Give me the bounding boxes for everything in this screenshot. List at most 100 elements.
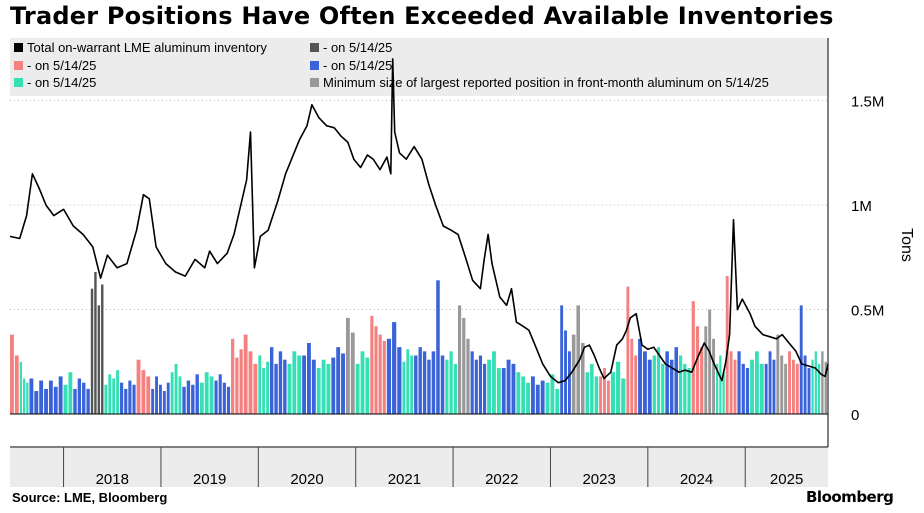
position-bar	[745, 368, 750, 414]
position-bar	[750, 359, 754, 414]
x-tick-label: 2024	[680, 471, 713, 488]
position-bar	[311, 359, 316, 414]
x-tick-label: 2021	[388, 471, 421, 488]
position-bar	[621, 378, 626, 414]
position-bar	[53, 386, 58, 414]
position-bar	[665, 351, 669, 414]
position-bar	[780, 355, 784, 414]
position-bar	[511, 363, 516, 414]
position-bar	[555, 388, 560, 414]
position-bar	[719, 355, 722, 414]
position-bar	[270, 347, 274, 414]
y-tick-label: 1M	[851, 198, 872, 215]
position-bar	[151, 388, 155, 414]
x-tick-label: 2025	[770, 471, 803, 488]
position-bar	[814, 351, 817, 414]
position-bar	[526, 382, 530, 414]
position-bar	[155, 376, 158, 414]
position-bar	[594, 376, 599, 414]
position-bar	[231, 338, 235, 414]
position-bar	[292, 351, 297, 414]
gridlines	[10, 100, 828, 311]
source-note: Source: LME, Bloomberg	[12, 490, 168, 505]
position-bar	[360, 351, 365, 414]
x-axis-band	[10, 448, 828, 487]
position-bar	[691, 301, 695, 414]
position-bar	[535, 384, 540, 414]
position-bar	[695, 326, 700, 414]
position-bar	[365, 357, 370, 414]
legend-label: - on 5/14/25	[323, 40, 392, 55]
position-bar	[483, 363, 487, 414]
position-bar	[345, 317, 350, 414]
position-bar	[186, 380, 191, 414]
position-bar	[521, 376, 526, 414]
position-bar	[266, 361, 270, 414]
position-bar	[132, 384, 136, 414]
position-bar	[262, 368, 266, 414]
position-bar	[564, 330, 567, 414]
position-bar	[733, 359, 737, 414]
position-bar	[39, 380, 44, 414]
position-bar	[302, 355, 307, 414]
position-bar	[63, 384, 68, 414]
y-tick-label: 1.5M	[851, 94, 884, 111]
position-bar	[647, 359, 652, 414]
position-bar	[402, 361, 406, 414]
position-bar	[679, 355, 683, 414]
position-bar	[630, 338, 634, 414]
legend-label: - on 5/14/25	[27, 58, 96, 73]
position-bar	[178, 376, 182, 414]
position-bar	[626, 286, 630, 414]
position-bar	[77, 378, 82, 414]
position-bar	[248, 351, 253, 414]
position-bar	[73, 388, 77, 414]
position-bar	[788, 351, 791, 414]
position-bar	[90, 288, 94, 414]
position-bar	[700, 347, 704, 414]
position-bar	[616, 361, 621, 414]
position-bar	[540, 380, 545, 414]
position-bar	[811, 359, 814, 414]
position-bar	[10, 334, 14, 414]
position-bar	[687, 368, 691, 414]
position-bar	[634, 355, 638, 414]
position-bar	[141, 370, 146, 414]
position-bar	[741, 363, 745, 414]
chart-title: Trader Positions Have Often Exceeded Ava…	[10, 2, 834, 30]
position-bar	[550, 374, 555, 414]
position-bar	[162, 391, 166, 414]
position-bar	[86, 388, 90, 414]
position-bar	[209, 376, 214, 414]
position-bar	[545, 382, 550, 414]
position-bar	[807, 368, 811, 414]
position-bar	[14, 355, 19, 414]
position-bar	[824, 361, 827, 414]
position-bar	[422, 351, 427, 414]
inventory-line	[9, 58, 829, 384]
position-bar	[704, 326, 708, 414]
y-tick-label: 0.5M	[851, 303, 884, 320]
x-tick-label: 2019	[193, 471, 226, 488]
position-bar	[571, 334, 576, 414]
x-tick-label: 2023	[582, 471, 615, 488]
position-bar	[406, 349, 410, 414]
position-bar	[29, 378, 34, 414]
position-bar	[68, 372, 73, 414]
position-bar	[737, 351, 741, 414]
position-bar	[716, 363, 719, 414]
position-bar	[331, 357, 336, 414]
legend-swatch	[310, 61, 319, 70]
legend-swatch	[14, 61, 23, 70]
position-bar	[642, 351, 647, 414]
position-bar	[174, 363, 178, 414]
legend-swatch	[14, 43, 23, 52]
position-bar	[585, 372, 590, 414]
position-bar	[204, 372, 209, 414]
position-bar	[158, 384, 162, 414]
position-bar	[19, 361, 22, 414]
position-bar	[590, 363, 594, 414]
position-bar	[48, 380, 53, 414]
position-bar	[253, 363, 258, 414]
